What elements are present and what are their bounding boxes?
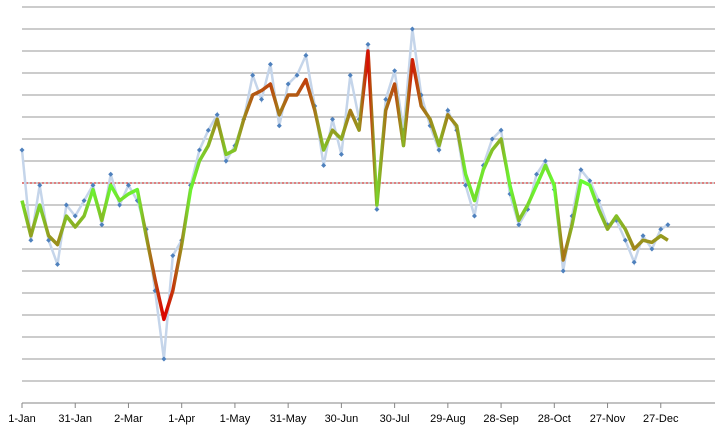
raw-marker — [196, 147, 202, 153]
raw-marker — [294, 72, 300, 78]
smoothed-line — [20, 49, 669, 322]
raw-marker — [276, 123, 282, 129]
x-tick-label: 30-Jun — [325, 413, 359, 425]
x-tick-label: 1-May — [220, 413, 251, 425]
raw-marker — [108, 171, 114, 177]
raw-marker — [99, 222, 105, 228]
raw-marker — [622, 237, 628, 243]
raw-marker — [63, 202, 69, 208]
raw-marker — [125, 182, 131, 188]
raw-marker — [90, 182, 96, 188]
raw-marker — [37, 182, 43, 188]
raw-marker — [534, 171, 540, 177]
raw-marker — [445, 107, 451, 113]
raw-marker — [205, 127, 211, 133]
x-tick-label: 30-Jul — [380, 413, 410, 425]
raw-marker — [409, 26, 415, 32]
raw-marker — [578, 167, 584, 173]
x-tick-label: 29-Aug — [430, 413, 465, 425]
raw-marker — [303, 52, 309, 58]
raw-marker — [640, 233, 646, 239]
x-tick-label: 28-Sep — [483, 413, 518, 425]
raw-marker — [649, 246, 655, 252]
raw-marker — [285, 81, 291, 87]
raw-marker — [587, 178, 593, 184]
x-tick-label: 2-Mar — [114, 413, 143, 425]
raw-marker — [665, 222, 671, 228]
x-tick-label: 27-Nov — [590, 413, 626, 425]
x-tick-label: 1-Apr — [168, 413, 195, 425]
raw-marker — [267, 61, 273, 67]
raw-marker — [489, 136, 495, 142]
raw-marker — [631, 259, 637, 265]
raw-marker — [365, 41, 371, 47]
raw-marker — [463, 182, 469, 188]
raw-marker — [259, 96, 265, 102]
raw-marker — [471, 213, 477, 219]
raw-marker — [436, 147, 442, 153]
raw-marker — [161, 356, 167, 362]
raw-marker — [170, 253, 176, 259]
raw-marker — [330, 116, 336, 122]
raw-marker — [347, 72, 353, 78]
raw-marker — [560, 268, 566, 274]
raw-marker — [250, 72, 256, 78]
raw-marker — [374, 206, 380, 212]
raw-marker — [392, 68, 398, 74]
raw-marker — [383, 96, 389, 102]
raw-marker — [658, 226, 664, 232]
x-tick-label: 27-Dec — [643, 413, 679, 425]
x-tick-label: 31-May — [270, 413, 307, 425]
raw-marker — [28, 237, 34, 243]
raw-line — [20, 28, 669, 360]
raw-marker — [321, 162, 327, 168]
raw-marker — [214, 112, 220, 118]
raw-marker — [338, 151, 344, 157]
raw-marker — [223, 158, 229, 164]
raw-marker — [72, 213, 78, 219]
x-tick-label: 28-Oct — [538, 413, 571, 425]
raw-marker — [54, 261, 60, 267]
x-tick-label: 1-Jan — [8, 413, 36, 425]
x-tick-label: 31-Jan — [58, 413, 92, 425]
raw-marker — [542, 158, 548, 164]
raw-marker — [19, 147, 25, 153]
raw-marker — [117, 202, 123, 208]
raw-marker — [498, 127, 504, 133]
raw-marker — [516, 222, 522, 228]
raw-marker — [81, 198, 87, 204]
